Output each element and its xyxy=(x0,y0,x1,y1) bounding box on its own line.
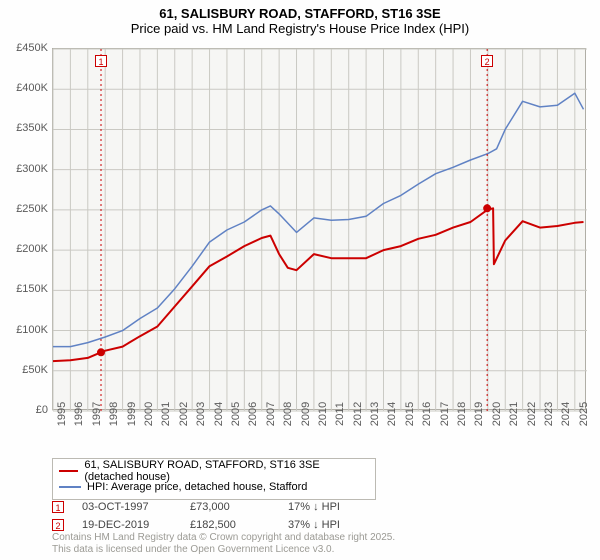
xtick-label: 1999 xyxy=(126,402,138,426)
xtick-label: 1997 xyxy=(91,402,103,426)
legend-label: HPI: Average price, detached house, Staf… xyxy=(87,481,307,493)
ytick-label: £100K xyxy=(16,324,48,336)
ytick-label: £400K xyxy=(16,82,48,94)
xtick-label: 2016 xyxy=(421,402,433,426)
title-line2: Price paid vs. HM Land Registry's House … xyxy=(0,21,600,36)
attribution: Contains HM Land Registry data © Crown c… xyxy=(52,532,395,556)
event-date: 19-DEC-2019 xyxy=(82,519,172,531)
xtick-label: 2006 xyxy=(247,402,259,426)
legend-item: 61, SALISBURY ROAD, STAFFORD, ST16 3SE (… xyxy=(59,463,369,479)
xtick-label: 2018 xyxy=(456,402,468,426)
events-table-row: 1 03-OCT-1997 £73,000 17% ↓ HPI xyxy=(52,498,340,516)
xtick-label: 1998 xyxy=(108,402,120,426)
xtick-label: 2015 xyxy=(404,402,416,426)
xtick-label: 2005 xyxy=(230,402,242,426)
attribution-line1: Contains HM Land Registry data © Crown c… xyxy=(52,532,395,544)
xtick-label: 2003 xyxy=(195,402,207,426)
ytick-label: £250K xyxy=(16,203,48,215)
xtick-label: 2014 xyxy=(386,402,398,426)
xtick-label: 2010 xyxy=(317,402,329,426)
event-price: £73,000 xyxy=(190,501,270,513)
xtick-label: 2025 xyxy=(578,402,590,426)
chart-plot-area: 12 xyxy=(52,48,586,410)
event-price: £182,500 xyxy=(190,519,270,531)
xtick-label: 2021 xyxy=(508,402,520,426)
ytick-label: £0 xyxy=(36,404,48,416)
xtick-label: 2007 xyxy=(265,402,277,426)
legend: 61, SALISBURY ROAD, STAFFORD, ST16 3SE (… xyxy=(52,458,376,500)
ytick-label: £150K xyxy=(16,283,48,295)
xtick-label: 2022 xyxy=(526,402,538,426)
title-line1: 61, SALISBURY ROAD, STAFFORD, ST16 3SE xyxy=(0,6,600,21)
xtick-label: 2012 xyxy=(352,402,364,426)
event-delta: 17% ↓ HPI xyxy=(288,501,340,513)
ytick-label: £300K xyxy=(16,163,48,175)
xtick-label: 2009 xyxy=(300,402,312,426)
chart-title-block: 61, SALISBURY ROAD, STAFFORD, ST16 3SE P… xyxy=(0,0,600,40)
xtick-label: 2000 xyxy=(143,402,155,426)
xtick-label: 2013 xyxy=(369,402,381,426)
series-price-paid xyxy=(53,208,584,361)
xtick-label: 2001 xyxy=(160,402,172,426)
ytick-label: £50K xyxy=(22,364,48,376)
xtick-label: 1995 xyxy=(56,402,68,426)
event-marker-badge: 2 xyxy=(52,519,64,531)
xtick-label: 2004 xyxy=(213,402,225,426)
legend-swatch xyxy=(59,486,81,488)
legend-label: 61, SALISBURY ROAD, STAFFORD, ST16 3SE (… xyxy=(84,459,369,483)
events-table: 1 03-OCT-1997 £73,000 17% ↓ HPI 2 19-DEC… xyxy=(52,498,340,534)
xtick-label: 2023 xyxy=(543,402,555,426)
series-hpi xyxy=(53,93,584,346)
event-marker: 2 xyxy=(481,55,493,67)
xtick-label: 2019 xyxy=(473,402,485,426)
xtick-label: 1996 xyxy=(73,402,85,426)
event-date: 03-OCT-1997 xyxy=(82,501,172,513)
chart-svg xyxy=(53,49,587,411)
event-delta: 37% ↓ HPI xyxy=(288,519,340,531)
attribution-line2: This data is licensed under the Open Gov… xyxy=(52,544,395,556)
event-marker: 1 xyxy=(95,55,107,67)
ytick-label: £350K xyxy=(16,122,48,134)
xtick-label: 2008 xyxy=(282,402,294,426)
xtick-label: 2011 xyxy=(334,402,346,426)
xtick-label: 2020 xyxy=(491,402,503,426)
xtick-label: 2017 xyxy=(439,402,451,426)
xtick-label: 2024 xyxy=(560,402,572,426)
xtick-label: 2002 xyxy=(178,402,190,426)
event-marker-badge: 1 xyxy=(52,501,64,513)
legend-swatch xyxy=(59,470,78,472)
ytick-label: £450K xyxy=(16,42,48,54)
ytick-label: £200K xyxy=(16,243,48,255)
